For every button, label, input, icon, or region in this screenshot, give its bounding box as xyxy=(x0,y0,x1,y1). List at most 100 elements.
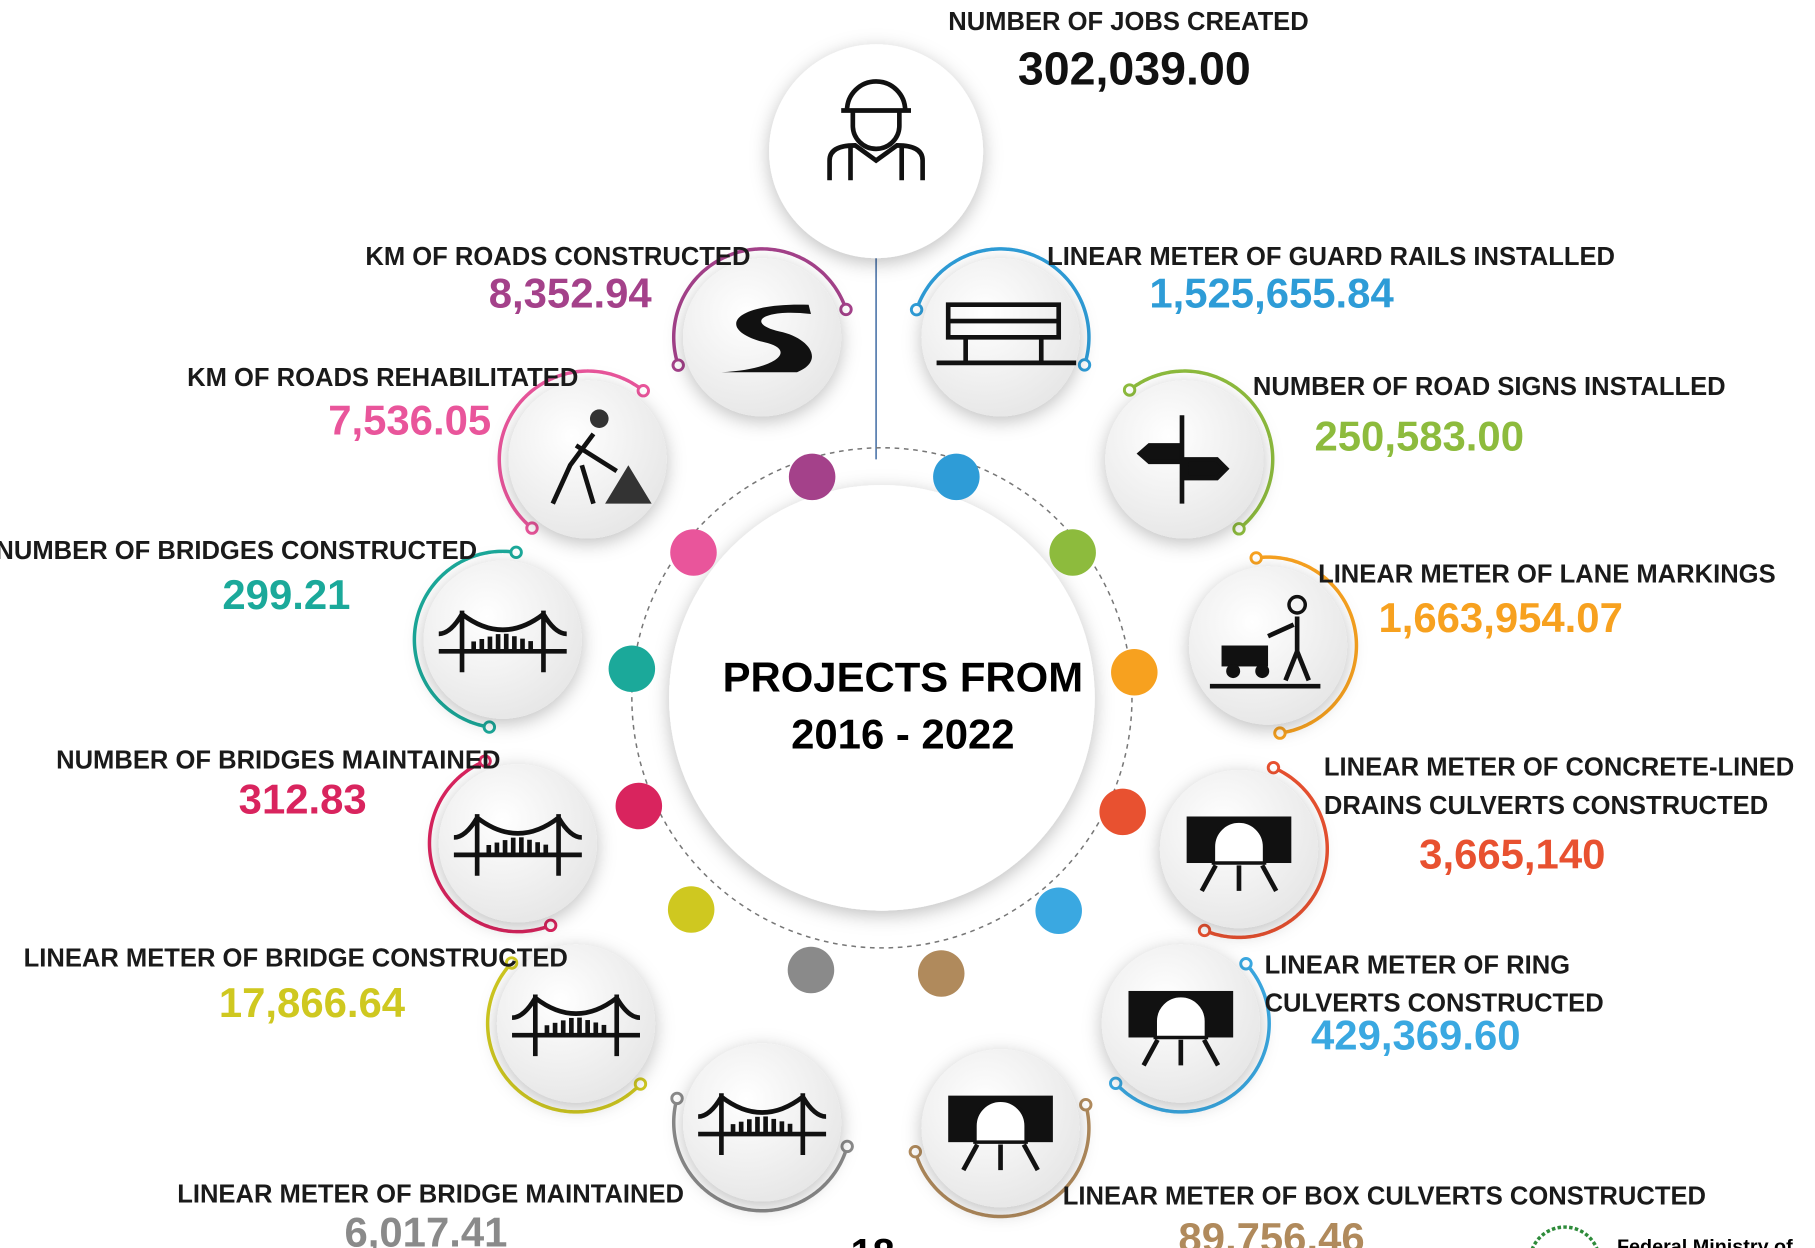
icon-glyph xyxy=(1226,664,1241,679)
item-value: 429,369.60 xyxy=(1311,1012,1521,1059)
logo xyxy=(1530,1225,1599,1248)
arc-end xyxy=(840,1139,854,1154)
icon-glyph xyxy=(961,1143,1040,1172)
arc-end xyxy=(1197,923,1212,938)
icon-glyph xyxy=(605,465,652,504)
accent-arc xyxy=(1255,555,1359,735)
item-value: 17,866.64 xyxy=(219,979,406,1026)
icon-glyph xyxy=(973,1098,1028,1144)
ring-dot xyxy=(1099,788,1146,836)
ring-dot xyxy=(787,946,835,994)
center-circle xyxy=(669,485,1095,911)
item-label: NUMBER OF ROAD SIGNS INSTALLED xyxy=(1253,373,1726,401)
center-title: 2016 - 2022 xyxy=(791,710,1014,757)
page-number: 18 xyxy=(851,1232,895,1248)
arc-end xyxy=(1079,1098,1093,1112)
item-label: NUMBER OF BRIDGES MAINTAINED xyxy=(56,747,500,775)
items: NUMBER OF JOBS CREATED 302,039.00 KM OF RO… xyxy=(0,8,1794,1248)
arc-end xyxy=(543,918,558,933)
item-label: LINEAR METER OF BOX CULVERTS CONSTRUCTED xyxy=(1063,1183,1706,1211)
icon-glyph xyxy=(1287,594,1308,615)
ministry: Federal Ministry of xyxy=(1617,1236,1793,1248)
ring-dot xyxy=(933,453,980,501)
ring-dot xyxy=(608,645,656,693)
icon-glyph xyxy=(721,304,812,373)
icon-circle xyxy=(683,1043,842,1202)
item-label: LINEAR METER OF BRIDGE MAINTAINED xyxy=(177,1180,684,1208)
arc-end xyxy=(1109,1076,1123,1090)
arc-end xyxy=(525,521,539,535)
accent-arc xyxy=(486,961,642,1114)
item-label: KM OF ROADS CONSTRUCTED xyxy=(365,243,750,271)
item-value: 302,039.00 xyxy=(1018,42,1251,94)
item-value: 8,352.94 xyxy=(489,270,653,317)
arc-end xyxy=(1249,551,1263,565)
arc-end xyxy=(1077,358,1092,372)
arc-end xyxy=(1232,522,1246,536)
icon-circle xyxy=(423,560,582,719)
accent-arc xyxy=(1203,766,1329,939)
icon-glyph xyxy=(453,814,583,876)
icon-glyph xyxy=(936,302,1077,366)
item-label: KM OF ROADS REHABILITATED xyxy=(187,364,578,392)
ring-dot xyxy=(615,782,663,830)
icon-glyph xyxy=(589,409,609,429)
icon-glyph xyxy=(697,1093,827,1155)
icon-glyph xyxy=(1199,864,1279,893)
arc-end xyxy=(478,754,492,768)
item-label: CULVERTS CONSTRUCTED xyxy=(1265,990,1604,1018)
icon-glyph xyxy=(1255,664,1270,679)
icon-glyph xyxy=(827,79,925,181)
arc-end xyxy=(670,1091,684,1106)
arc-end xyxy=(633,1077,648,1091)
item-value: 6,017.41 xyxy=(345,1208,508,1248)
icon-glyph xyxy=(1209,616,1321,689)
arc-end xyxy=(839,302,853,317)
ring-dot xyxy=(1111,649,1158,696)
accent-arc xyxy=(914,247,1091,366)
item-label: LINEAR METER OF GUARD RAILS INSTALLED xyxy=(1047,243,1615,271)
item-value: 3,665,140 xyxy=(1419,830,1605,877)
item-label: DRAINS CULVERTS CONSTRUCTED xyxy=(1324,792,1768,820)
icon-glyph xyxy=(1136,415,1230,504)
arc-end xyxy=(909,302,924,317)
icon-glyph xyxy=(1221,645,1269,667)
item-label: NUMBER OF JOBS CREATED xyxy=(948,8,1308,36)
center-title: PROJECTS FROM xyxy=(723,653,1083,700)
icon-circle xyxy=(508,380,667,539)
item-value: 312.83 xyxy=(239,776,367,823)
item-label: LINEAR METER OF RING xyxy=(1265,951,1571,979)
icon-glyph xyxy=(511,994,641,1057)
item-value: 1,525,655.84 xyxy=(1149,270,1394,317)
ring-dot xyxy=(917,950,965,997)
icon-glyph xyxy=(1153,993,1209,1040)
icon-glyph xyxy=(1211,819,1267,865)
ring-dot xyxy=(1035,887,1082,934)
item-value: 7,536.05 xyxy=(328,396,491,443)
arc-end xyxy=(482,720,497,734)
icon-glyph xyxy=(550,432,618,505)
item-value: 299.21 xyxy=(222,571,350,618)
accent-arc xyxy=(1128,369,1275,531)
arc-end xyxy=(509,545,523,560)
accent-arc xyxy=(672,247,848,366)
ring-dot xyxy=(670,529,717,576)
arc-end xyxy=(1239,957,1253,971)
item-value: 89,756.46 xyxy=(1178,1214,1364,1248)
ring-dot xyxy=(788,453,836,501)
arc-end xyxy=(908,1145,923,1159)
icon-circle xyxy=(496,944,656,1103)
accent-arc xyxy=(672,1097,849,1213)
arc-end xyxy=(1122,383,1137,397)
arc-end xyxy=(671,358,685,372)
item-value: 250,583.00 xyxy=(1315,413,1525,460)
dashed-ring xyxy=(631,447,1133,949)
accent-arc xyxy=(497,369,645,530)
item-label: NUMBER OF BRIDGES CONSTRUCTED xyxy=(0,537,477,565)
accent-arc xyxy=(412,549,517,729)
accent-arc xyxy=(913,1104,1091,1219)
accent-arc xyxy=(1114,962,1271,1114)
icon-circle xyxy=(769,44,984,259)
ring-dot xyxy=(1049,529,1096,576)
